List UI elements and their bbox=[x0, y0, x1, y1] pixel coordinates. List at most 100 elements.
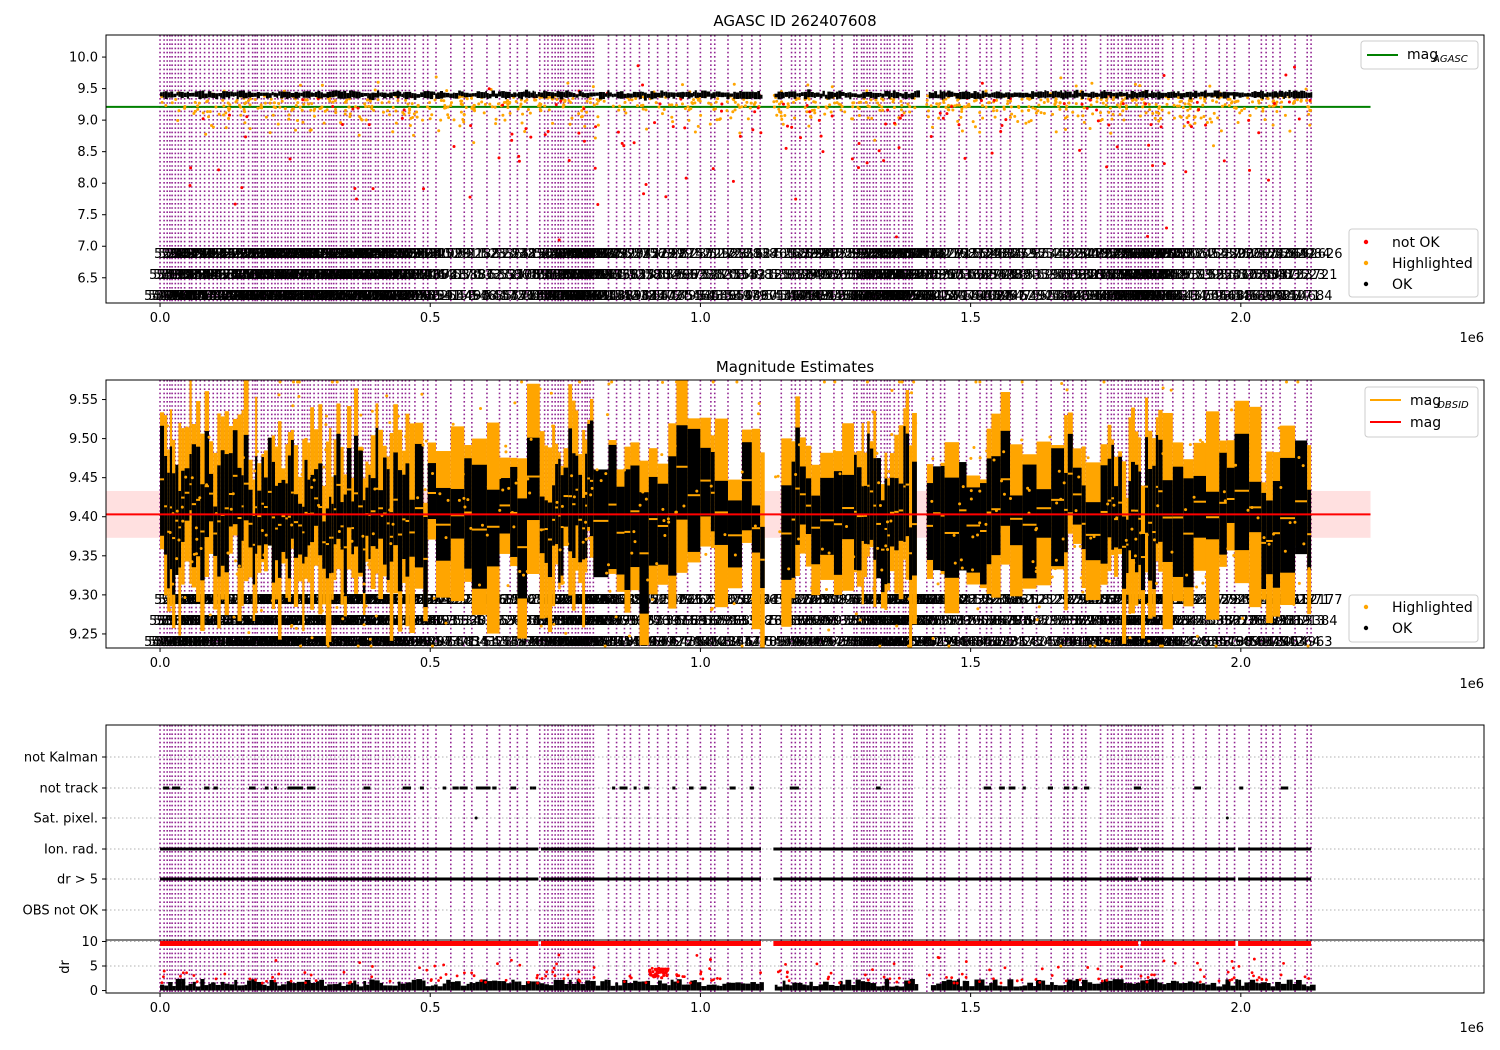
highlighted-point bbox=[528, 111, 532, 115]
ok-point bbox=[1097, 93, 1101, 97]
ok-point bbox=[617, 91, 620, 99]
panel-agasc-obs-label: 52482 bbox=[1152, 247, 1193, 262]
dr-ok-point bbox=[310, 982, 316, 991]
ok-point bbox=[856, 94, 861, 98]
highlighted-point bbox=[438, 492, 442, 496]
highlighted-point bbox=[1152, 538, 1156, 542]
highlighted-point bbox=[1264, 470, 1268, 474]
ok-point bbox=[613, 93, 617, 97]
highlighted-point bbox=[691, 101, 695, 105]
panel-agasc-obs-label: 53618 bbox=[347, 268, 388, 283]
panel-agasc-obs-label: 52970 bbox=[223, 247, 264, 262]
highlighted-point bbox=[1109, 131, 1113, 135]
highlighted-point bbox=[822, 380, 826, 384]
panel-agasc-obs-label: 54650 bbox=[712, 289, 753, 304]
panel-agasc-obs-label: 53253 bbox=[271, 268, 312, 283]
dr-ok-point bbox=[1079, 986, 1083, 991]
ok-point bbox=[1197, 92, 1201, 97]
highlighted-point bbox=[1107, 563, 1111, 567]
panel-agasc-obs-label: 53855 bbox=[261, 268, 302, 283]
highlighted-point bbox=[1230, 100, 1234, 104]
dr-ok-point bbox=[296, 981, 302, 991]
not-ok-point bbox=[487, 87, 491, 91]
ok-point bbox=[271, 91, 274, 96]
highlighted-point bbox=[926, 94, 930, 98]
panel-agasc-obs-label: 53312 bbox=[391, 268, 432, 283]
ok-point bbox=[692, 91, 695, 97]
panel-agasc-obs-label: 54873 bbox=[294, 289, 335, 304]
ok-point bbox=[941, 91, 944, 100]
not-ok-point bbox=[756, 106, 760, 110]
panel-agasc-obs-label: 54569 bbox=[601, 289, 642, 304]
highlighted-point bbox=[539, 102, 543, 106]
dr-ok-point bbox=[559, 979, 565, 991]
ok-range bbox=[867, 433, 870, 545]
dr-ok-point bbox=[501, 981, 507, 991]
highlighted-point bbox=[552, 622, 556, 626]
flag-not-track-mark bbox=[1083, 786, 1090, 790]
highlighted-point bbox=[1185, 573, 1189, 577]
panel-agasc-obs-label: 53537 bbox=[1255, 268, 1296, 283]
highlighted-point bbox=[237, 564, 241, 568]
highlighted-point bbox=[1240, 109, 1244, 113]
panel-agasc-x-offset-label: 1e6 bbox=[1459, 331, 1484, 346]
panel-agasc-obs-label: 52223 bbox=[207, 247, 248, 262]
dr-not-ok-point bbox=[195, 980, 199, 984]
panel-agasc-obs-label: 54219 bbox=[201, 289, 242, 304]
dr-ok-point bbox=[1201, 983, 1206, 991]
highlighted-point bbox=[812, 477, 816, 481]
highlighted-point bbox=[750, 597, 754, 601]
dr-ok-point bbox=[220, 981, 225, 991]
highlighted-point bbox=[452, 118, 456, 122]
highlighted-point bbox=[571, 96, 575, 100]
highlighted-point bbox=[504, 444, 508, 448]
flag-not-track-mark bbox=[1194, 786, 1202, 790]
ok-point bbox=[286, 91, 289, 99]
not-ok-point bbox=[351, 107, 355, 111]
ok-point bbox=[639, 91, 642, 99]
highlighted-point bbox=[1254, 553, 1258, 557]
panel-agasc-obs-label: 54130 bbox=[1233, 289, 1274, 304]
highlighted-point bbox=[443, 104, 447, 108]
dr-ok-point bbox=[200, 978, 205, 991]
panel-agasc-obs-label: 52657 bbox=[236, 247, 277, 262]
ok-point bbox=[993, 92, 996, 98]
panel-agasc-obs-label: 53322 bbox=[1224, 268, 1265, 283]
highlighted-point bbox=[745, 100, 749, 104]
panel-agasc-obs-label: 52257 bbox=[266, 247, 307, 262]
highlighted-point bbox=[725, 100, 729, 104]
not-ok-point bbox=[642, 192, 646, 196]
ok-point bbox=[1092, 91, 1095, 98]
highlighted-point bbox=[334, 111, 338, 115]
highlighted-point bbox=[360, 447, 364, 451]
ok-point bbox=[351, 90, 353, 98]
highlighted-point bbox=[802, 460, 806, 464]
highlighted-point bbox=[623, 100, 627, 104]
ok-point bbox=[570, 92, 573, 97]
not-ok-point bbox=[798, 136, 802, 140]
highlighted-point bbox=[969, 489, 973, 493]
highlighted-point bbox=[299, 644, 303, 648]
panel-agasc-obs-label: 53208 bbox=[499, 268, 540, 283]
ok-point bbox=[1271, 91, 1274, 99]
highlighted-point bbox=[641, 490, 645, 494]
panel-agasc-obs-label: 53921 bbox=[159, 268, 200, 283]
panel-agasc-obs-label: 53132 bbox=[1130, 268, 1171, 283]
highlighted-point bbox=[847, 561, 851, 565]
ok-point bbox=[945, 92, 948, 97]
highlighted-point bbox=[895, 624, 899, 628]
panel-agasc-obs-label: 53134 bbox=[178, 268, 219, 283]
panel-agasc-obs-label: 53428 bbox=[980, 268, 1021, 283]
highlighted-point bbox=[595, 102, 599, 106]
highlighted-point bbox=[666, 517, 670, 521]
ok-range bbox=[409, 499, 415, 557]
flag-not-track-mark bbox=[213, 786, 218, 790]
ok-range bbox=[160, 425, 165, 536]
flag-not-track-mark bbox=[442, 786, 447, 790]
ok-range bbox=[991, 456, 1001, 556]
highlighted-point bbox=[866, 116, 870, 120]
ok-point bbox=[326, 92, 330, 98]
highlighted-point bbox=[315, 554, 319, 558]
highlighted-point bbox=[513, 401, 517, 405]
dr-ok-point bbox=[215, 984, 221, 991]
